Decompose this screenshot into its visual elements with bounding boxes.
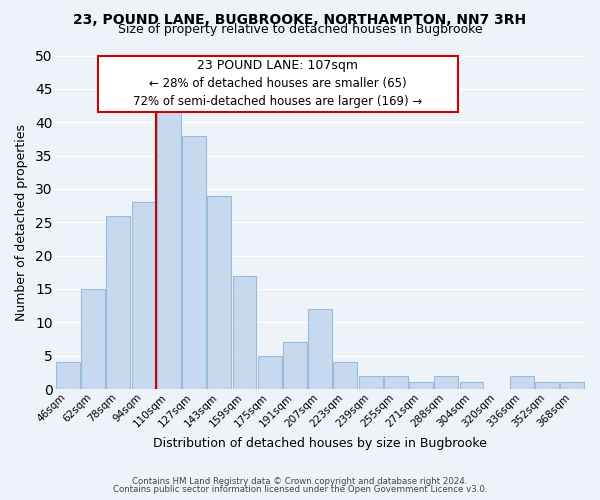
Bar <box>409 382 433 389</box>
FancyBboxPatch shape <box>98 56 458 112</box>
Bar <box>131 202 155 389</box>
Bar <box>359 376 383 389</box>
Bar <box>283 342 307 389</box>
Bar <box>106 216 130 389</box>
X-axis label: Distribution of detached houses by size in Bugbrooke: Distribution of detached houses by size … <box>153 437 487 450</box>
Text: ← 28% of detached houses are smaller (65): ← 28% of detached houses are smaller (65… <box>149 78 407 90</box>
Text: 72% of semi-detached houses are larger (169) →: 72% of semi-detached houses are larger (… <box>133 96 422 108</box>
Bar <box>334 362 358 389</box>
Bar <box>157 109 181 389</box>
Bar <box>258 356 282 389</box>
Bar <box>510 376 534 389</box>
Bar <box>233 276 256 389</box>
Bar <box>460 382 484 389</box>
Text: Contains public sector information licensed under the Open Government Licence v3: Contains public sector information licen… <box>113 485 487 494</box>
Bar <box>434 376 458 389</box>
Text: 23, POUND LANE, BUGBROOKE, NORTHAMPTON, NN7 3RH: 23, POUND LANE, BUGBROOKE, NORTHAMPTON, … <box>73 12 527 26</box>
Bar <box>182 136 206 389</box>
Bar <box>208 196 231 389</box>
Text: Size of property relative to detached houses in Bugbrooke: Size of property relative to detached ho… <box>118 24 482 36</box>
Bar <box>56 362 80 389</box>
Bar <box>535 382 559 389</box>
Bar <box>384 376 408 389</box>
Y-axis label: Number of detached properties: Number of detached properties <box>15 124 28 321</box>
Text: Contains HM Land Registry data © Crown copyright and database right 2024.: Contains HM Land Registry data © Crown c… <box>132 477 468 486</box>
Text: 23 POUND LANE: 107sqm: 23 POUND LANE: 107sqm <box>197 59 358 72</box>
Bar <box>560 382 584 389</box>
Bar <box>81 289 105 389</box>
Bar <box>308 309 332 389</box>
